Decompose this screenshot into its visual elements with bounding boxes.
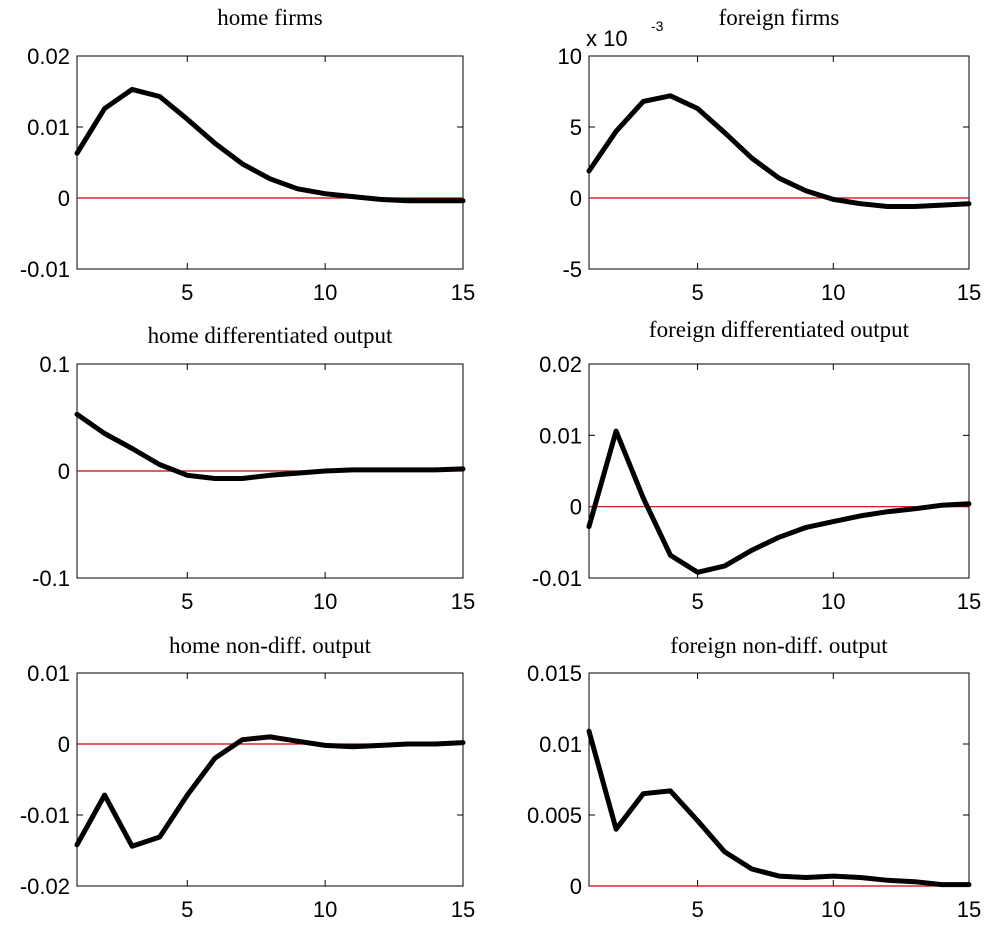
- x-tick-label: 15: [451, 589, 475, 614]
- series-line: [74, 734, 466, 849]
- axes-box: [588, 55, 970, 270]
- y-tick-label: -0.02: [20, 874, 70, 899]
- series-line: [586, 728, 972, 888]
- panel-5: -0.02 -0.01 0 0.01 5 10 15 home non-diff. outpu…: [20, 633, 475, 922]
- panel-title: home differentiated output: [148, 323, 393, 348]
- y-tick-label: 0.1: [39, 352, 70, 377]
- panel-4: -0.01 0 0.01 0.02 5 10 15 foreign differentiate…: [532, 317, 981, 614]
- x-tick-label: 5: [691, 897, 703, 922]
- x-tick-label: 5: [691, 589, 703, 614]
- series-line: [586, 428, 972, 575]
- y-tick-label: 0: [58, 732, 70, 757]
- y-tick-label: 0: [570, 495, 582, 520]
- y-tick-label: 0: [570, 186, 582, 211]
- panel-1: -0.01 0 0.01 0.02 5 10 15 home firms: [20, 5, 475, 305]
- y-tick-label: 0.02: [539, 352, 582, 377]
- panel-title: home non-diff. output: [169, 633, 372, 658]
- y-tick-label: 0.015: [527, 661, 582, 686]
- x-tick-label: 10: [313, 280, 337, 305]
- y-tick-label: -0.01: [532, 566, 582, 591]
- x-tick-label: 5: [691, 280, 703, 305]
- panel-6: 0 0.005 0.01 0.015 5 10 15 foreign non-diff. ou…: [527, 633, 981, 922]
- x-tick-label: 5: [181, 589, 193, 614]
- y-tick-label: -5: [562, 257, 582, 282]
- y-tick-label: 0.01: [27, 115, 70, 140]
- y-tick-label: -0.1: [32, 566, 70, 591]
- y-tick-label: -0.01: [20, 803, 70, 828]
- x-tick-label: 10: [821, 280, 845, 305]
- panel-title: foreign differentiated output: [649, 317, 910, 342]
- y-tick-label: 0: [570, 874, 582, 899]
- x-tick-label: 10: [821, 589, 845, 614]
- x-tick-label: 15: [451, 280, 475, 305]
- axes-box: [588, 363, 970, 579]
- series-line: [74, 411, 466, 481]
- panel-3: -0.1 0 0.1 5 10 15 home differentiated output: [32, 323, 475, 614]
- y-tick-label: 0.02: [27, 44, 70, 69]
- series-line: [74, 86, 466, 204]
- x-tick-label: 10: [821, 897, 845, 922]
- y-tick-label: -0.01: [20, 257, 70, 282]
- y-tick-label: 0.005: [527, 803, 582, 828]
- y-tick-label: 0.01: [539, 732, 582, 757]
- axes-box: [76, 672, 464, 887]
- y-tick-label: 5: [570, 115, 582, 140]
- x-tick-label: 5: [181, 280, 193, 305]
- x-tick-label: 15: [957, 897, 981, 922]
- y-tick-label: 0.01: [27, 661, 70, 686]
- x-tick-label: 15: [451, 897, 475, 922]
- panel-title: foreign non-diff. output: [670, 633, 888, 658]
- panel-title: home firms: [217, 5, 322, 30]
- x-tick-label: 10: [313, 897, 337, 922]
- y-tick-label: 10: [558, 44, 582, 69]
- axes-box: [588, 672, 970, 887]
- x-tick-label: 10: [313, 589, 337, 614]
- y-tick-label: 0: [58, 186, 70, 211]
- y-tick-label: 0: [58, 459, 70, 484]
- y-tick-label: 0.01: [539, 423, 582, 448]
- scale-multiplier: x 10: [586, 26, 628, 51]
- axes-box: [76, 55, 464, 270]
- x-tick-label: 15: [957, 280, 981, 305]
- x-tick-label: 5: [181, 897, 193, 922]
- x-tick-label: 15: [957, 589, 981, 614]
- panel-title: foreign firms: [719, 5, 840, 30]
- panel-2: -5 0 5 10 5 10 15 foreign firms x 10 -3: [558, 5, 982, 305]
- series-line: [586, 93, 972, 209]
- scale-exponent: -3: [651, 18, 664, 34]
